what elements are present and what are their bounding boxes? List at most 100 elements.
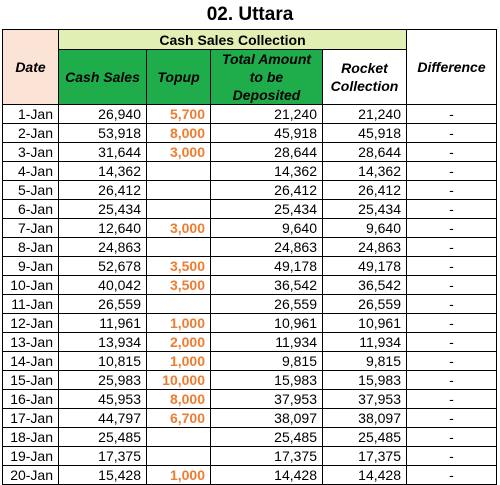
table-row: 9-Jan 52,678 3,500 49,178 49,178- <box>3 257 497 276</box>
total-amount-cell: 9,640 <box>211 219 323 238</box>
difference-cell: - <box>407 314 497 333</box>
total-amount-cell: 24,863 <box>211 238 323 257</box>
rocket-collection-cell: 45,918 <box>323 124 407 143</box>
table-row: 10-Jan 40,042 3,500 36,542 36,542- <box>3 276 497 295</box>
table-row: 5-Jan 26,412 26,412 26,412- <box>3 181 497 200</box>
difference-cell: - <box>407 428 497 447</box>
topup-cell: 5,700 <box>147 105 211 124</box>
cash-sales-cell: 26,559 <box>59 295 147 314</box>
total-amount-cell: 38,097 <box>211 409 323 428</box>
cash-sales-cell: 31,644 <box>59 143 147 162</box>
topup-cell <box>147 295 211 314</box>
topup-cell: 3,500 <box>147 276 211 295</box>
topup-cell: 8,000 <box>147 390 211 409</box>
topup-cell <box>147 181 211 200</box>
table-row: 4-Jan 14,362 14,362 14,362- <box>3 162 497 181</box>
table-row: 16-Jan 45,953 8,000 37,953 37,953- <box>3 390 497 409</box>
difference-cell: - <box>407 143 497 162</box>
total-amount-cell: 28,644 <box>211 143 323 162</box>
rocket-collection-cell: 26,412 <box>323 181 407 200</box>
difference-header: Difference <box>407 30 497 105</box>
date-cell: 8-Jan <box>3 238 59 257</box>
date-cell: 7-Jan <box>3 219 59 238</box>
topup-cell: 8,000 <box>147 124 211 143</box>
topup-cell: 3,000 <box>147 219 211 238</box>
topup-cell <box>147 200 211 219</box>
cash-sales-cell: 44,797 <box>59 409 147 428</box>
table-row: 15-Jan 25,983 10,000 15,983 15,983- <box>3 371 497 390</box>
date-cell: 5-Jan <box>3 181 59 200</box>
difference-cell: - <box>407 390 497 409</box>
date-cell: 11-Jan <box>3 295 59 314</box>
rocket-collection-cell: 38,097 <box>323 409 407 428</box>
total-amount-cell: 45,918 <box>211 124 323 143</box>
date-cell: 10-Jan <box>3 276 59 295</box>
topup-cell <box>147 428 211 447</box>
cash-sales-cell: 25,983 <box>59 371 147 390</box>
difference-cell: - <box>407 238 497 257</box>
table-row: 11-Jan 26,559 26,559 26,559- <box>3 295 497 314</box>
rocket-collection-cell: 15,983 <box>323 371 407 390</box>
total-amount-cell: 25,434 <box>211 200 323 219</box>
rocket-collection-cell: 14,428 <box>323 466 407 485</box>
rocket-collection-cell: 25,434 <box>323 200 407 219</box>
topup-cell: 1,000 <box>147 352 211 371</box>
total-amount-header: Total Amount to be Deposited <box>211 50 323 105</box>
total-amount-cell: 21,240 <box>211 105 323 124</box>
difference-cell: - <box>407 276 497 295</box>
cash-sales-collection-header: Cash Sales Collection <box>59 30 407 50</box>
table-row: 3-Jan 31,644 3,000 28,644 28,644- <box>3 143 497 162</box>
difference-cell: - <box>407 105 497 124</box>
topup-cell: 10,000 <box>147 371 211 390</box>
difference-cell: - <box>407 466 497 485</box>
rocket-collection-cell: 26,559 <box>323 295 407 314</box>
date-cell: 2-Jan <box>3 124 59 143</box>
rocket-collection-cell: 37,953 <box>323 390 407 409</box>
cash-sales-table: Date Cash Sales Collection Difference Ca… <box>2 29 497 485</box>
total-amount-cell: 37,953 <box>211 390 323 409</box>
total-amount-cell: 17,375 <box>211 447 323 466</box>
difference-cell: - <box>407 295 497 314</box>
cash-sales-cell: 10,815 <box>59 352 147 371</box>
difference-cell: - <box>407 181 497 200</box>
total-amount-cell: 49,178 <box>211 257 323 276</box>
total-amount-cell: 9,815 <box>211 352 323 371</box>
total-amount-cell: 14,428 <box>211 466 323 485</box>
rocket-collection-header: Rocket Collection <box>323 50 407 105</box>
rocket-collection-cell: 21,240 <box>323 105 407 124</box>
topup-cell: 1,000 <box>147 314 211 333</box>
date-cell: 9-Jan <box>3 257 59 276</box>
rocket-collection-cell: 28,644 <box>323 143 407 162</box>
table-row: 13-Jan 13,934 2,000 11,934 11,934- <box>3 333 497 352</box>
date-cell: 17-Jan <box>3 409 59 428</box>
difference-cell: - <box>407 200 497 219</box>
table-row: 17-Jan 44,797 6,700 38,097 38,097- <box>3 409 497 428</box>
table-row: 1-Jan 26,940 5,700 21,240 21,240- <box>3 105 497 124</box>
difference-cell: - <box>407 371 497 390</box>
date-cell: 18-Jan <box>3 428 59 447</box>
total-amount-cell: 10,961 <box>211 314 323 333</box>
cash-sales-cell: 26,412 <box>59 181 147 200</box>
rocket-collection-cell: 25,485 <box>323 428 407 447</box>
topup-cell: 2,000 <box>147 333 211 352</box>
table-row: 7-Jan 12,640 3,000 9,640 9,640- <box>3 219 497 238</box>
total-amount-cell: 15,983 <box>211 371 323 390</box>
cash-sales-cell: 12,640 <box>59 219 147 238</box>
cash-sales-cell: 14,362 <box>59 162 147 181</box>
rocket-collection-cell: 24,863 <box>323 238 407 257</box>
date-cell: 19-Jan <box>3 447 59 466</box>
rocket-collection-cell: 49,178 <box>323 257 407 276</box>
date-header: Date <box>3 30 59 105</box>
date-cell: 14-Jan <box>3 352 59 371</box>
cash-sales-cell: 24,863 <box>59 238 147 257</box>
topup-cell: 1,000 <box>147 466 211 485</box>
date-cell: 1-Jan <box>3 105 59 124</box>
difference-cell: - <box>407 162 497 181</box>
topup-cell: 6,700 <box>147 409 211 428</box>
topup-cell <box>147 238 211 257</box>
cash-sales-cell: 13,934 <box>59 333 147 352</box>
date-cell: 15-Jan <box>3 371 59 390</box>
date-cell: 4-Jan <box>3 162 59 181</box>
cash-sales-header: Cash Sales <box>59 50 147 105</box>
total-amount-cell: 25,485 <box>211 428 323 447</box>
